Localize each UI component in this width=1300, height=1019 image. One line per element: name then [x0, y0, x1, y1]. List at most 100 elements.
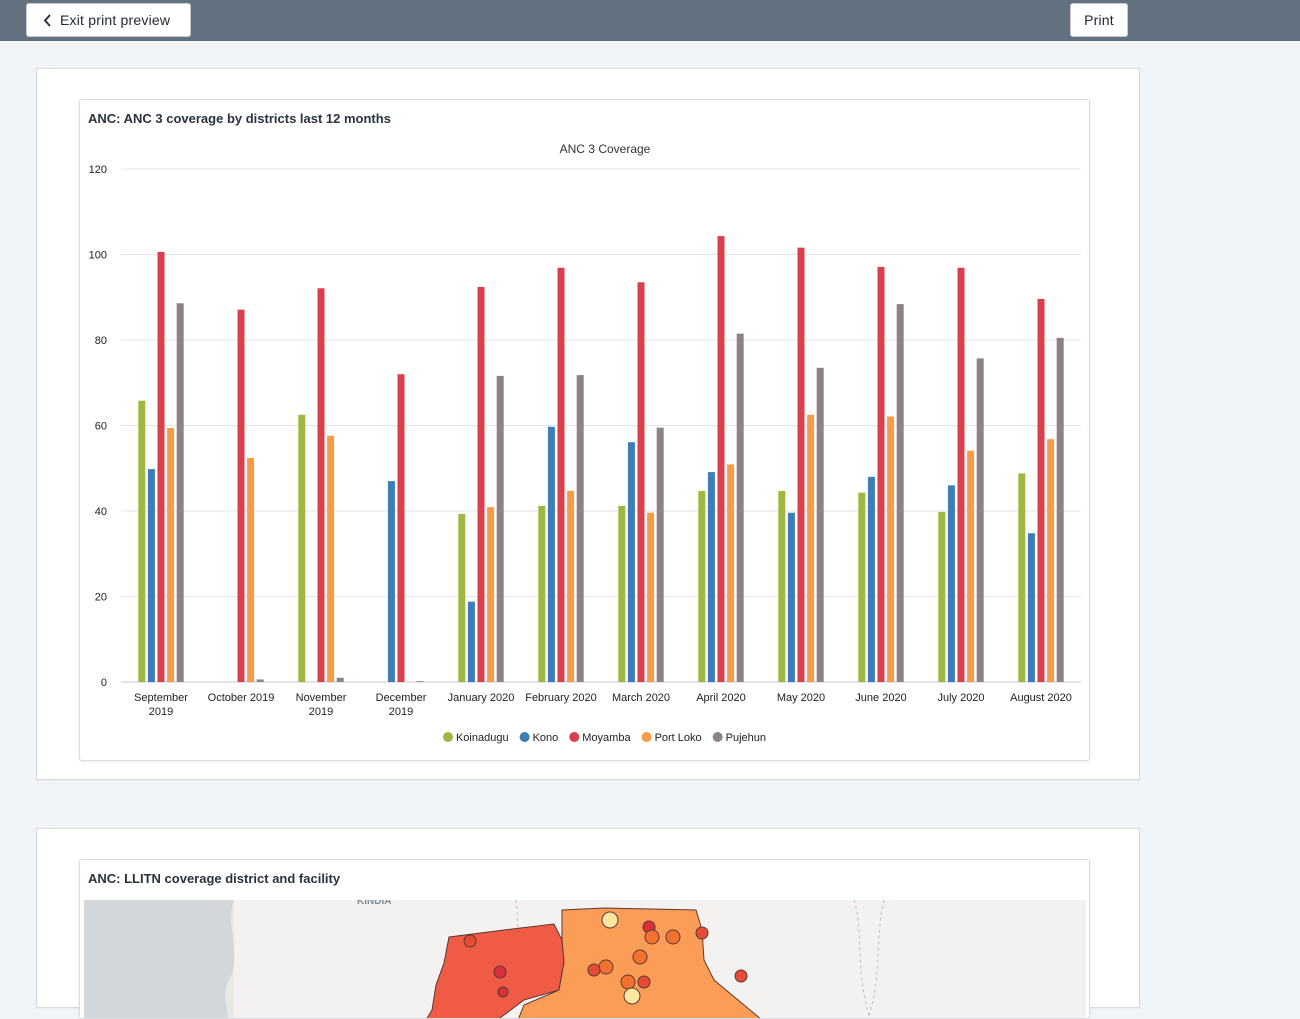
bar-koinadugu — [1018, 473, 1026, 682]
x-tick-label-line: November — [296, 692, 347, 704]
x-tick-label-line: April 2020 — [696, 692, 746, 704]
bar-kono — [627, 442, 635, 682]
exit-print-preview-label: Exit print preview — [60, 12, 171, 28]
print-page-1: ANC: ANC 3 coverage by districts last 12… — [36, 68, 1140, 780]
legend-label: Moyamba — [582, 732, 631, 744]
print-page-2: ANC: LLITN coverage district and facilit… — [36, 828, 1140, 1019]
bar-pujehun — [336, 677, 344, 682]
x-tick-label-line: December — [376, 692, 427, 704]
x-tick-label-line: July 2020 — [937, 692, 984, 704]
bar-kono — [147, 469, 155, 682]
bar-port-loko — [807, 414, 815, 682]
x-tick-label-line: January 2020 — [448, 692, 515, 704]
bar-port-loko — [727, 464, 735, 682]
bar-kono — [707, 472, 715, 682]
x-tick-label: October 2019 — [208, 692, 275, 704]
bar-kono — [547, 426, 555, 682]
bar-port-loko — [967, 450, 975, 682]
chart-title: ANC 3 Coverage — [560, 142, 651, 156]
bar-pujehun — [816, 367, 824, 682]
bar-koinadugu — [778, 490, 786, 682]
x-tick-label: March 2020 — [612, 692, 670, 704]
x-tick-label: June 2020 — [855, 692, 906, 704]
bar-moyamba — [1037, 298, 1045, 682]
y-tick-label: 40 — [95, 506, 107, 518]
x-tick-label-line: May 2020 — [777, 692, 825, 704]
bar-moyamba — [237, 309, 245, 682]
x-tick-label: May 2020 — [777, 692, 825, 704]
bar-moyamba — [957, 267, 965, 682]
bar-pujehun — [496, 375, 504, 682]
bar-moyamba — [637, 282, 645, 682]
x-tick-label-line: 2019 — [389, 706, 413, 718]
bar-kono — [947, 485, 955, 682]
bar-kono — [787, 512, 795, 682]
legend-label: Pujehun — [726, 732, 766, 744]
bar-moyamba — [797, 247, 805, 682]
bar-port-loko — [327, 435, 335, 682]
llitn-coverage-map[interactable]: KINDIA — [84, 900, 1086, 1018]
bar-pujehun — [416, 681, 424, 682]
bar-koinadugu — [858, 492, 866, 682]
bar-port-loko — [1047, 439, 1055, 682]
x-tick-label-line: February 2020 — [525, 692, 597, 704]
x-tick-label-line: June 2020 — [855, 692, 906, 704]
bar-moyamba — [397, 374, 405, 682]
y-tick-label: 0 — [101, 677, 107, 689]
bar-kono — [467, 601, 475, 682]
print-label: Print — [1084, 12, 1114, 28]
map-region-label: KINDIA — [357, 900, 391, 907]
dashboard-item-chart: ANC: ANC 3 coverage by districts last 12… — [79, 99, 1090, 761]
legend-marker-kono — [519, 732, 530, 742]
bar-moyamba — [477, 286, 485, 682]
bar-koinadugu — [458, 513, 466, 682]
bar-kono — [1027, 533, 1035, 682]
y-tick-label: 100 — [89, 250, 107, 262]
bar-pujehun — [576, 375, 584, 682]
x-tick-label: November 2019 — [296, 692, 347, 718]
bar-pujehun — [736, 333, 744, 682]
bar-pujehun — [256, 679, 264, 682]
x-tick-label: September 2019 — [134, 692, 188, 718]
x-tick-label-line: 2019 — [149, 706, 173, 718]
top-toolbar: Exit print preview Print — [0, 0, 1300, 41]
bar-koinadugu — [698, 490, 706, 682]
legend-marker-koinadugu — [442, 732, 453, 742]
x-tick-label: August 2020 — [1010, 692, 1072, 704]
legend-label: Port Loko — [655, 732, 702, 744]
chevron-left-icon — [43, 13, 51, 27]
x-tick-label-line: 2019 — [309, 706, 333, 718]
x-tick-label: January 2020 — [448, 692, 515, 704]
bar-moyamba — [717, 236, 725, 682]
x-tick-label: July 2020 — [937, 692, 984, 704]
exit-print-preview-button[interactable]: Exit print preview — [26, 3, 191, 37]
legend-marker-pujehun — [712, 732, 723, 742]
bar-koinadugu — [538, 505, 546, 682]
bar-pujehun — [976, 358, 984, 682]
bar-port-loko — [247, 457, 255, 682]
legend-marker-port-loko — [641, 732, 652, 742]
bar-pujehun — [656, 427, 664, 682]
bar-port-loko — [487, 507, 495, 682]
legend-label: Koinadugu — [456, 732, 509, 744]
dashboard-item-map: ANC: LLITN coverage district and facilit… — [79, 859, 1090, 1019]
x-tick-label-line: September — [134, 692, 188, 704]
y-tick-label: 120 — [89, 164, 107, 176]
bar-koinadugu — [298, 414, 306, 682]
map-item-title: ANC: LLITN coverage district and facilit… — [88, 871, 341, 886]
bar-koinadugu — [138, 400, 146, 682]
chart-item-title: ANC: ANC 3 coverage by districts last 12… — [88, 111, 391, 126]
bar-pujehun — [176, 303, 184, 682]
bar-koinadugu — [618, 505, 626, 682]
x-tick-label: February 2020 — [525, 692, 597, 704]
bar-koinadugu — [938, 511, 946, 682]
y-tick-label: 20 — [95, 592, 107, 604]
print-button[interactable]: Print — [1070, 3, 1128, 37]
bar-port-loko — [167, 428, 175, 682]
bar-moyamba — [877, 266, 885, 682]
x-tick-label-line: August 2020 — [1010, 692, 1072, 704]
bar-port-loko — [887, 416, 895, 682]
x-tick-label-line: March 2020 — [612, 692, 670, 704]
bar-port-loko — [567, 490, 575, 682]
bar-kono — [387, 481, 395, 682]
